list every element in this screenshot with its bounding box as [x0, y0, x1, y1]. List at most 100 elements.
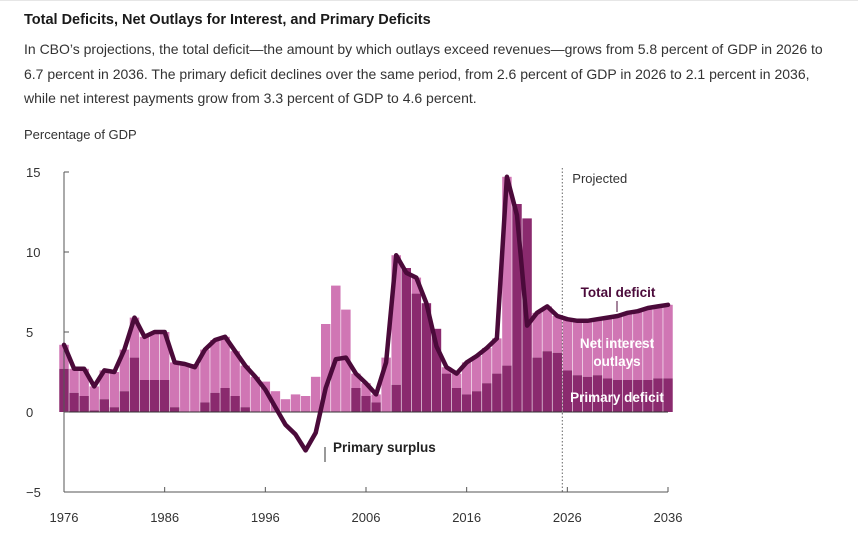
interest-bar — [190, 364, 200, 412]
primary-bar — [663, 378, 673, 412]
interest-bar — [562, 319, 573, 371]
interest-bar — [381, 357, 391, 412]
interest-bar — [129, 317, 140, 358]
interest-bar — [391, 255, 401, 385]
primary-bar — [99, 399, 109, 412]
interest-bar — [592, 319, 603, 376]
primary-bar — [200, 402, 210, 412]
primary-bar — [139, 380, 150, 412]
interest-bar — [472, 356, 482, 392]
interest-bar — [542, 306, 552, 352]
x-tick-label: 2026 — [553, 510, 582, 525]
y-axis-label: Percentage of GDP — [24, 127, 137, 142]
interest-bar — [159, 332, 170, 380]
interest-bar — [79, 368, 89, 396]
interest-bar — [220, 336, 230, 388]
interest-bar — [321, 324, 331, 412]
primary-bar — [230, 396, 240, 412]
primary-bar — [633, 380, 643, 412]
interest-bar — [250, 376, 260, 412]
interest-bar — [602, 317, 613, 379]
primary-bar — [643, 380, 653, 412]
interest-bar — [240, 365, 250, 408]
primary-bar — [220, 388, 230, 412]
interest-bar — [461, 362, 472, 395]
interest-bar — [371, 394, 381, 403]
primary-bar — [240, 407, 250, 412]
interest-bar — [532, 312, 542, 358]
chart-title: Total Deficits, Net Outlays for Interest… — [24, 12, 431, 28]
total-deficit-line — [61, 174, 671, 453]
primary-bar — [129, 357, 140, 412]
primary-bar — [532, 357, 542, 412]
primary-bar — [431, 328, 442, 412]
interest-bar — [633, 311, 643, 380]
x-tick-label: 1996 — [251, 510, 280, 525]
primary-bar — [592, 375, 603, 412]
primary-bar — [411, 293, 422, 412]
y-tick-label: −5 — [26, 485, 41, 500]
primary-bar — [119, 391, 130, 412]
y-tick-label: 5 — [26, 325, 33, 340]
primary-bar — [401, 268, 411, 412]
interest-bar — [310, 376, 321, 412]
interest-bar — [210, 340, 220, 393]
primary-bar — [159, 380, 170, 412]
interest-bar — [502, 176, 512, 366]
primary-bar — [492, 373, 502, 412]
interest-bar — [411, 277, 422, 294]
interest-bar — [99, 370, 109, 400]
interest-bar — [69, 368, 79, 393]
interest-bar — [643, 308, 653, 380]
primary-bar — [572, 375, 583, 412]
primary-deficit-label: Primary deficit — [570, 390, 664, 405]
primary-bar — [391, 384, 401, 412]
primary-surplus-label: Primary surplus — [333, 440, 436, 455]
interest-bar — [441, 367, 452, 374]
primary-bar — [79, 396, 89, 412]
net-interest-label-line2: outlays — [593, 354, 640, 369]
y-tick-label: 15 — [26, 165, 40, 180]
y-tick-label: 0 — [26, 405, 33, 420]
top-divider — [0, 0, 858, 9]
total-deficit-label: Total deficit — [581, 285, 656, 300]
interest-bar — [351, 373, 361, 388]
primary-bar — [562, 370, 573, 412]
primary-bar — [582, 376, 593, 412]
interest-bar — [582, 320, 593, 377]
interest-bar — [361, 383, 371, 396]
interest-bar — [170, 362, 180, 408]
interest-bar — [149, 332, 160, 380]
chart-description: In CBO’s projections, the total deficit—… — [24, 41, 823, 106]
primary-bar — [623, 380, 633, 412]
interest-bar — [180, 364, 190, 412]
interest-bar — [623, 312, 633, 380]
interest-bar — [290, 394, 301, 412]
primary-bar — [371, 402, 381, 412]
primary-bar — [69, 392, 79, 412]
interest-bar — [653, 306, 663, 379]
primary-bar — [542, 351, 552, 412]
primary-bar — [602, 378, 613, 412]
interest-bar — [109, 372, 120, 408]
interest-bar — [230, 351, 240, 396]
primary-bar — [441, 373, 452, 412]
primary-bar — [552, 352, 562, 412]
primary-bar — [612, 380, 623, 412]
primary-bar — [109, 407, 120, 412]
primary-bar — [451, 388, 462, 412]
interest-bar — [492, 338, 502, 374]
interest-bar — [482, 348, 492, 384]
interest-bar — [663, 304, 673, 379]
interest-bar — [612, 316, 623, 380]
interest-bar — [89, 386, 99, 411]
primary-bar — [170, 407, 180, 412]
x-tick-label: 1976 — [50, 510, 79, 525]
interest-bar — [260, 381, 271, 412]
primary-bar — [149, 380, 160, 412]
interest-bar — [200, 349, 210, 403]
primary-bar — [89, 410, 99, 412]
primary-bar — [210, 392, 220, 412]
